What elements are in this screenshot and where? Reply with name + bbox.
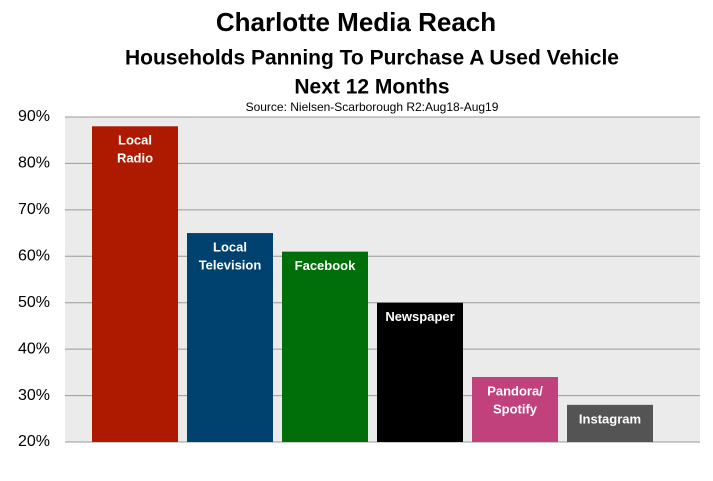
bar-label: Local bbox=[213, 240, 247, 255]
chart-source: Source: Nielsen-Scarborough R2:Aug18-Aug… bbox=[246, 100, 499, 114]
y-tick-label: 90% bbox=[18, 108, 50, 125]
bar-label: Newspaper bbox=[385, 309, 454, 324]
bar bbox=[377, 302, 463, 442]
bar-label: Pandora/ bbox=[487, 383, 543, 398]
bar bbox=[187, 233, 273, 442]
y-tick-label: 70% bbox=[18, 201, 50, 218]
y-tick-label: 40% bbox=[18, 340, 50, 357]
bar bbox=[92, 126, 178, 443]
chart-subtitle: Households Panning To Purchase A Used Ve… bbox=[125, 47, 619, 70]
y-tick-label: 60% bbox=[18, 248, 50, 265]
y-tick-label: 50% bbox=[18, 294, 50, 311]
chart-period: Next 12 Months bbox=[294, 76, 449, 99]
bar bbox=[282, 251, 368, 442]
bar-label: Television bbox=[199, 258, 262, 273]
bar-label: Spotify bbox=[493, 401, 538, 416]
bar bbox=[567, 404, 653, 442]
y-tick-label: 80% bbox=[18, 155, 50, 172]
chart-title: Charlotte Media Reach bbox=[216, 7, 496, 37]
y-tick-label: 20% bbox=[18, 433, 50, 450]
y-tick-label: 30% bbox=[18, 387, 50, 404]
bar bbox=[472, 377, 558, 442]
bar-label: Facebook bbox=[295, 258, 356, 273]
bar-label: Radio bbox=[117, 151, 153, 166]
bar-label: Instagram bbox=[579, 411, 641, 426]
bar-label: Local bbox=[118, 133, 152, 148]
